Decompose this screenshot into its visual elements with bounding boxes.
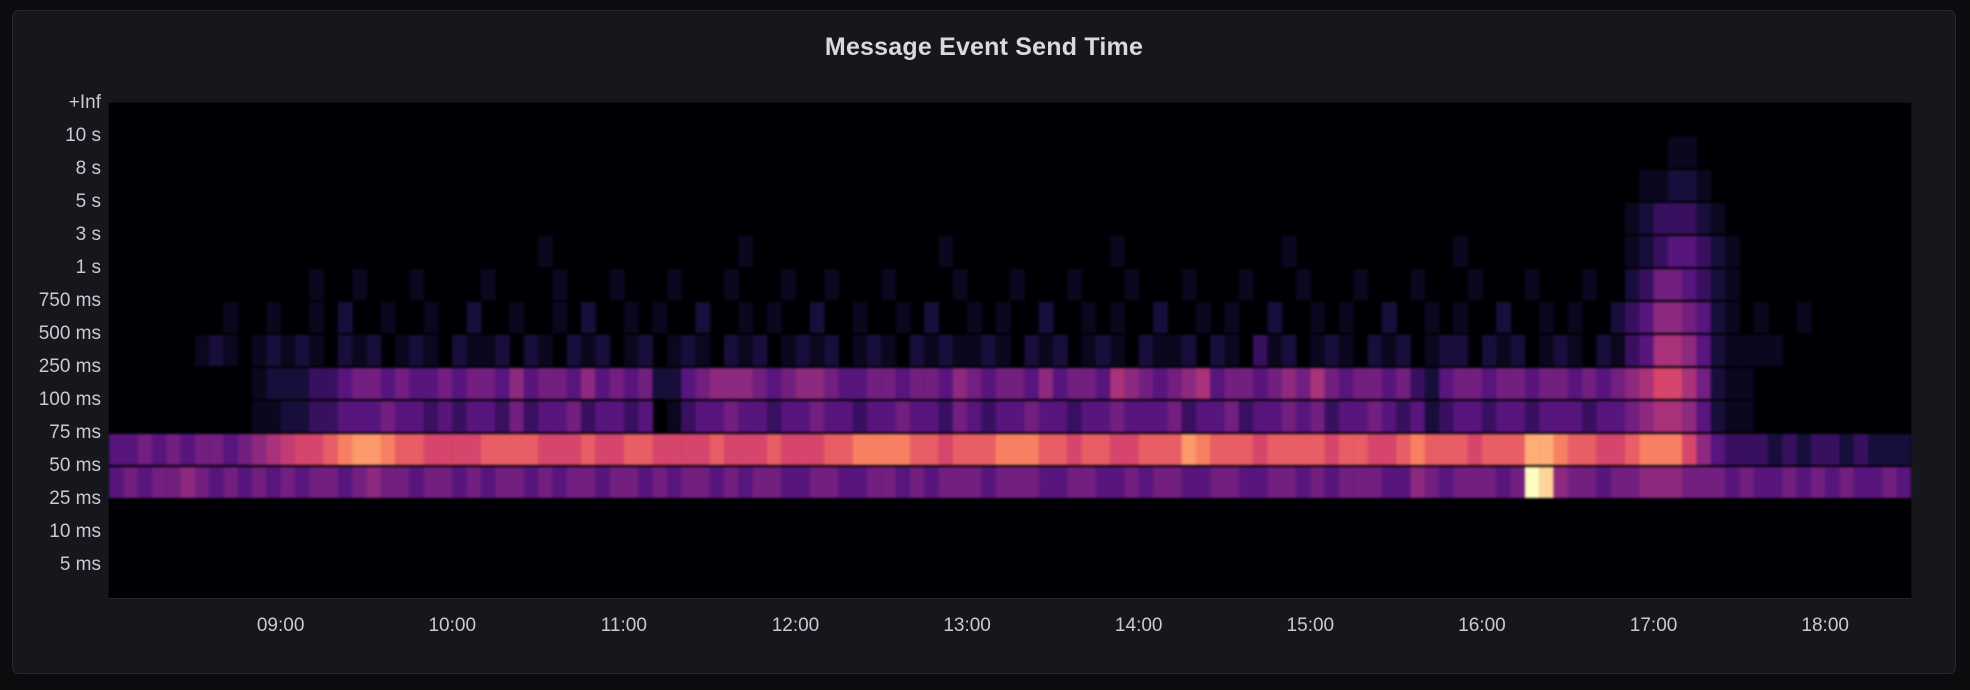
x-axis-labels: 09:00 10:00 11:00 12:00 13:00 14:00 15:00 16:00…: [109, 614, 1911, 644]
y-axis-label: 25 ms: [49, 488, 101, 509]
heatmap-plot: [109, 103, 1911, 599]
x-axis-label: 16:00: [1458, 615, 1506, 636]
grafana-panel: Message Event Send Time +Inf 10 s 8 s 5 s 3 …: [12, 10, 1956, 674]
x-axis-label: 13:00: [943, 615, 991, 636]
x-axis-label: 10:00: [428, 615, 477, 636]
x-axis-label: 17:00: [1629, 615, 1678, 636]
x-axis-label: 15:00: [1286, 615, 1335, 636]
y-axis-label: 50 ms: [49, 455, 101, 476]
heatmap-canvas[interactable]: [109, 103, 1911, 598]
y-axis-label: 3 s: [75, 224, 101, 245]
y-axis-label: 5 ms: [59, 554, 101, 575]
x-axis-label: 18:00: [1801, 615, 1849, 636]
y-axis-label: 750 ms: [38, 290, 101, 311]
y-axis-label: 5 s: [75, 191, 101, 212]
y-axis-label: 100 ms: [38, 389, 101, 410]
x-axis-label: 14:00: [1114, 615, 1163, 636]
y-axis-label: 10 ms: [49, 521, 101, 542]
x-axis-label: 12:00: [771, 615, 820, 636]
y-axis-label: 8 s: [75, 158, 101, 179]
y-axis-label: 500 ms: [38, 323, 101, 344]
y-axis-label: 250 ms: [38, 356, 101, 377]
y-axis-label: 10 s: [65, 125, 101, 146]
y-axis-label: +Inf: [68, 92, 101, 113]
x-axis-label: 09:00: [256, 615, 305, 636]
y-axis-labels: +Inf 10 s 8 s 5 s 3 s 1 s 750 ms 500 ms 250 ms 10…: [13, 92, 101, 598]
panel-title[interactable]: Message Event Send Time: [824, 33, 1144, 61]
y-axis-label: 75 ms: [49, 422, 101, 443]
y-axis-label: 1 s: [75, 257, 101, 278]
x-axis-label: 11:00: [600, 615, 647, 636]
